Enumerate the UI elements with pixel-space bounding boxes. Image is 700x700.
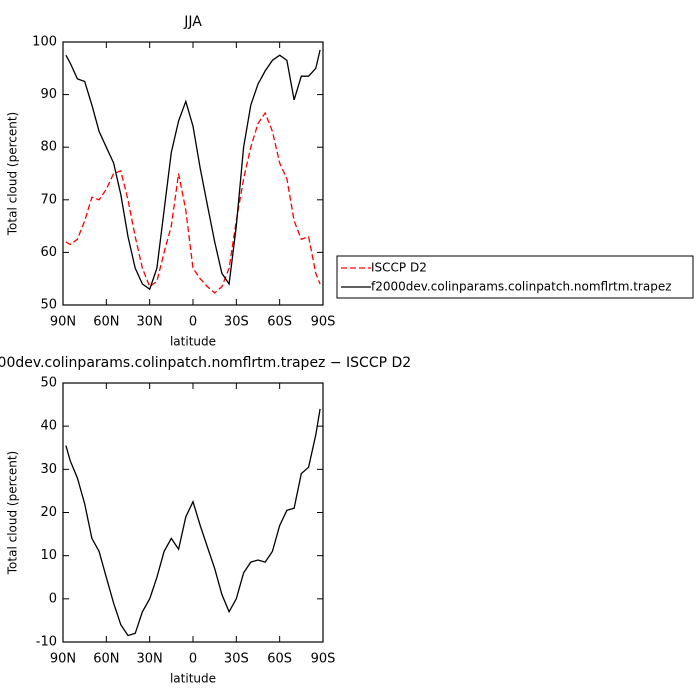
y-axis-label: Total cloud (percent) <box>6 112 20 236</box>
y-tick-label: 60 <box>40 245 57 260</box>
legend-label: ISCCP D2 <box>371 261 427 275</box>
y-tick-label: 40 <box>40 419 57 434</box>
x-tick-label: 60N <box>93 652 119 667</box>
y-tick-label: 50 <box>40 376 57 391</box>
y-tick-label: 10 <box>40 548 57 563</box>
y-tick-label: -10 <box>36 635 57 650</box>
x-tick-label: 30N <box>137 315 163 330</box>
x-tick-label: 30N <box>137 652 163 667</box>
x-tick-label: 0 <box>189 652 197 667</box>
x-tick-label: 30S <box>224 315 249 330</box>
panel: JJA latitude Total cloud (percent) 90N 60N 30… <box>6 14 694 349</box>
x-tick-label: 60N <box>93 315 119 330</box>
data-line <box>65 111 321 294</box>
y-tick-label: 90 <box>40 87 57 102</box>
y-tick-label: 80 <box>40 140 57 155</box>
y-axis-label: Total cloud (percent) <box>6 451 20 575</box>
y-tick-label: 20 <box>40 505 57 520</box>
x-tick-label: 0 <box>189 315 197 330</box>
x-tick-label: 90S <box>311 652 336 667</box>
y-tick-label: 50 <box>40 298 57 313</box>
x-axis-label: latitude <box>170 672 216 686</box>
data-line <box>65 49 321 291</box>
y-tick-label: 70 <box>40 192 57 207</box>
chart-title: JJA <box>183 14 202 30</box>
x-tick-label: 60S <box>267 652 292 667</box>
x-tick-label: 90N <box>50 652 76 667</box>
x-tick-label: 90N <box>50 315 76 330</box>
x-tick-label: 90S <box>311 315 336 330</box>
y-tick-label: 0 <box>49 591 57 606</box>
x-axis-label: latitude <box>170 335 216 349</box>
y-tick-label: 100 <box>32 35 57 50</box>
chart-title: f2000dev.colinparams.colinpatch.nomflrtm… <box>0 355 411 371</box>
panel: f2000dev.colinparams.colinpatch.nomflrtm… <box>0 355 411 686</box>
y-tick-label: 30 <box>40 462 57 477</box>
x-tick-label: 30S <box>224 652 249 667</box>
legend-box <box>336 255 694 299</box>
x-tick-label: 60S <box>267 315 292 330</box>
plot-frame <box>62 382 324 643</box>
legend-label: f2000dev.colinparams.colinpatch.nomflrtm… <box>371 280 672 294</box>
data-line <box>65 408 321 637</box>
